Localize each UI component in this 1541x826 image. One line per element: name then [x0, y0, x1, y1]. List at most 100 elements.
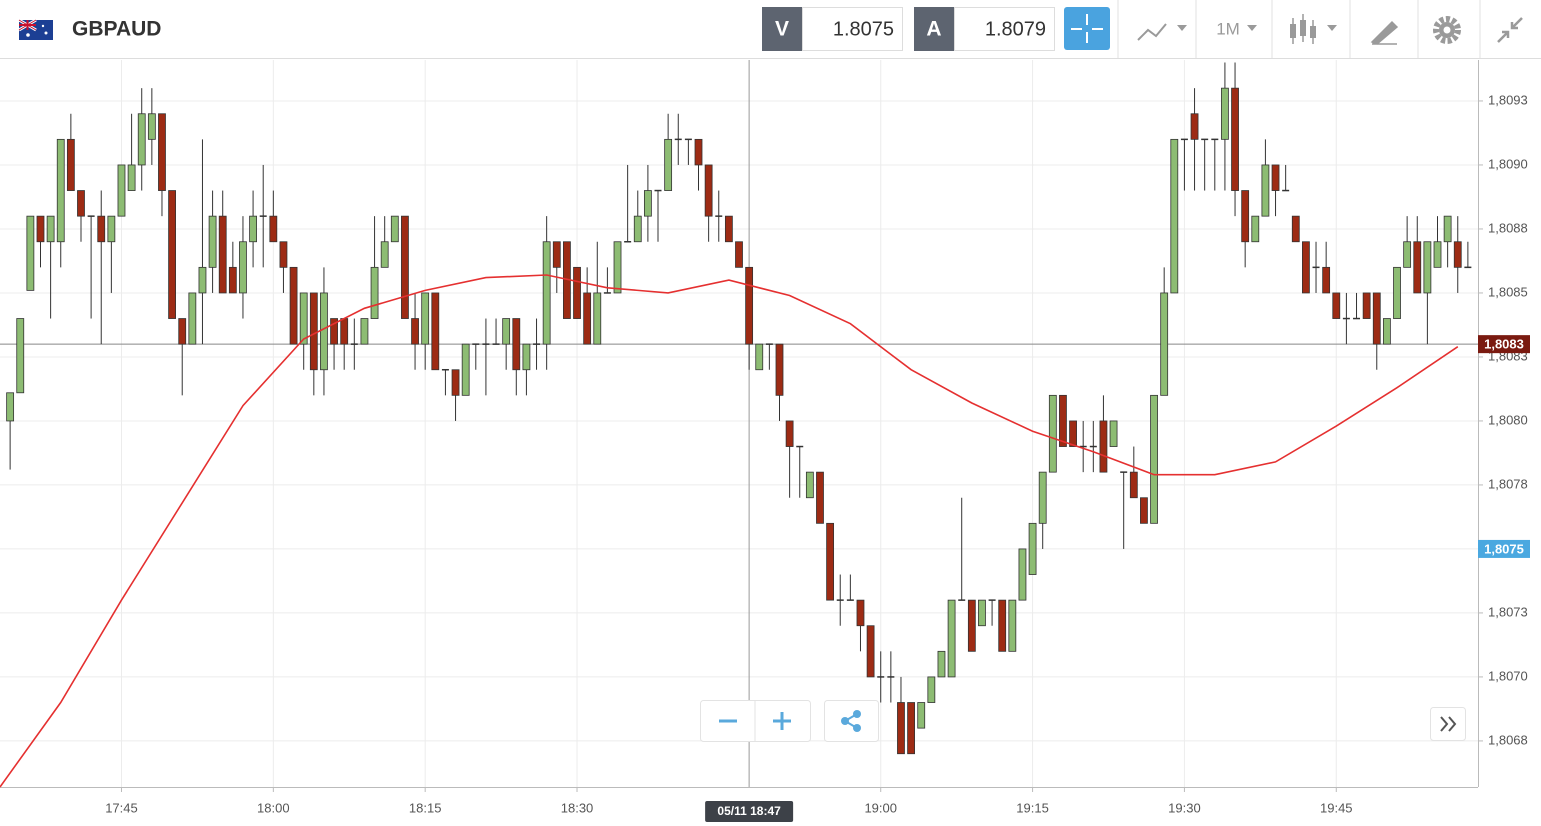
candle-body — [573, 266, 581, 319]
bid-value: 1.8075 — [833, 18, 894, 40]
dropdown-arrow — [1327, 25, 1337, 31]
candle-body — [421, 292, 430, 345]
candle-body — [1302, 241, 1310, 294]
zoom-in[interactable] — [773, 712, 791, 730]
candle-body — [664, 138, 673, 191]
candle-body — [1170, 138, 1179, 294]
candle-body — [603, 292, 611, 294]
candle-body — [77, 190, 85, 217]
candle-body — [856, 599, 865, 627]
icon-part — [1433, 16, 1461, 44]
plot-area: 1,8068 1,8070 1,8073 1,8075 1,8078 1,8080 1,80… — [0, 60, 1530, 822]
crosshair-button[interactable] — [1064, 7, 1110, 50]
candle-body — [441, 368, 449, 371]
candle-body — [674, 138, 682, 141]
settings-icon[interactable] — [1433, 16, 1461, 44]
candle-body — [1028, 522, 1037, 575]
candle-body — [1312, 266, 1320, 269]
ask-tag[interactable] — [914, 7, 954, 51]
candle-body — [309, 292, 318, 371]
candle-body — [684, 138, 692, 141]
candle-body — [755, 343, 764, 371]
share-button[interactable] — [824, 700, 879, 742]
candle-body — [320, 292, 328, 371]
y-tick-label: 1,8078 — [1488, 476, 1528, 491]
price-marker — [1478, 539, 1530, 558]
y-tick-label: 1,8073 — [1488, 604, 1528, 619]
candle-body — [239, 241, 247, 294]
candle-body — [1241, 190, 1250, 243]
crosshair-icon — [1071, 14, 1103, 43]
x-tick-label: 18:15 — [409, 800, 442, 815]
candle-body — [715, 215, 723, 217]
candle-body — [533, 343, 541, 345]
candle-body — [1059, 394, 1067, 447]
candle-body — [107, 215, 116, 243]
x-tick-label: 19:30 — [1168, 800, 1201, 815]
candle-body — [279, 241, 288, 268]
candle-body — [583, 292, 592, 345]
candle-body — [188, 292, 197, 345]
candle-body — [512, 318, 521, 371]
collapse-icon[interactable] — [1497, 17, 1523, 43]
timeframe[interactable]: 1M — [1216, 19, 1240, 38]
candle-body — [1453, 241, 1462, 268]
candle-body — [1261, 164, 1270, 217]
y-tick-label: 1,8090 — [1488, 156, 1528, 171]
candle-body — [1109, 420, 1118, 447]
candle-body — [228, 266, 237, 294]
candle-body — [624, 241, 632, 243]
candle-body — [1322, 266, 1331, 294]
y-tick-label: 1,8070 — [1488, 668, 1528, 683]
candle-body — [451, 369, 460, 396]
candle-body — [178, 318, 187, 345]
candle-body — [877, 676, 885, 678]
candle-body — [765, 343, 773, 345]
candle-body — [370, 266, 379, 319]
candle-body — [97, 215, 106, 243]
flag-star — [41, 24, 45, 28]
y-tick-label: 1,8068 — [1488, 732, 1528, 747]
candle-body — [816, 471, 824, 524]
chart-type-icon[interactable] — [1137, 23, 1167, 41]
candle-body — [866, 625, 875, 678]
candle-body — [694, 138, 703, 166]
toolbar: GBPAUD V 1.8075 A 1.8079 1M — [0, 0, 1541, 59]
candle-body — [1069, 420, 1077, 447]
share-icon — [841, 717, 849, 725]
draw-icon[interactable] — [1370, 20, 1399, 45]
candle-body — [805, 471, 814, 499]
icon-part — [1292, 14, 1314, 44]
price-marker-label: 1,8075 — [1484, 541, 1524, 556]
candle-body — [552, 241, 561, 268]
candle-body — [613, 241, 622, 294]
candle-body — [522, 343, 531, 371]
candle-icon[interactable] — [1290, 14, 1316, 44]
bid-tag[interactable] — [762, 7, 802, 51]
candle-body — [269, 215, 278, 243]
flag — [18, 18, 53, 40]
x-tick-label: 19:45 — [1320, 800, 1353, 815]
candle-body — [1353, 317, 1361, 320]
candle-body — [340, 318, 349, 345]
price-marker — [1478, 335, 1530, 354]
x-tick-label: 17:45 — [105, 800, 138, 815]
candle-body — [56, 138, 65, 243]
candle-body — [330, 318, 338, 345]
candle-body — [633, 215, 642, 243]
candle-body — [502, 318, 511, 345]
candle-body — [1180, 138, 1188, 141]
flag-star — [44, 31, 48, 35]
x-tick-label: 19:15 — [1016, 800, 1049, 815]
candle-body — [1443, 215, 1452, 243]
candle-body — [988, 599, 996, 601]
candle-body — [198, 266, 207, 294]
candle-body — [158, 113, 166, 191]
ask-box — [954, 7, 1055, 51]
candle-body — [168, 190, 176, 319]
candle-body — [1150, 394, 1158, 524]
candle-body — [1201, 138, 1209, 141]
candle-body — [907, 702, 915, 755]
candle-body — [1393, 266, 1401, 319]
candle-body — [1048, 394, 1057, 473]
